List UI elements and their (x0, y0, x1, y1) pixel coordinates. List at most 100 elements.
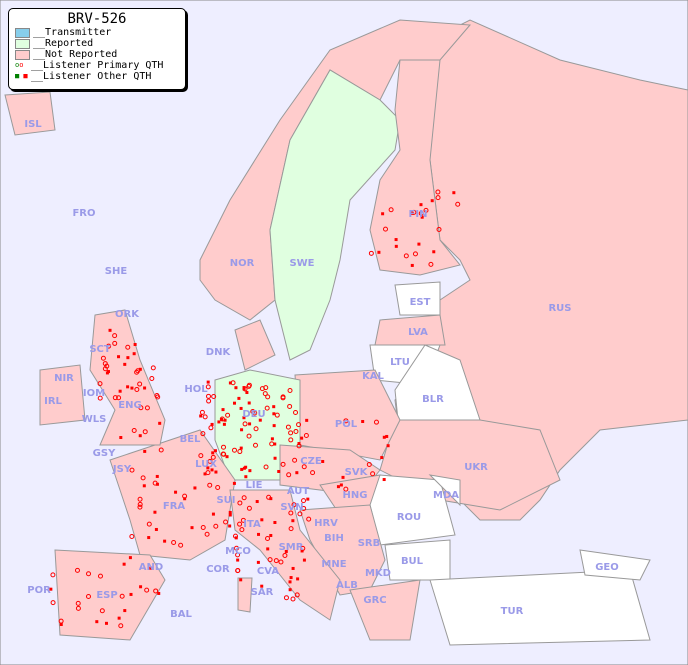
legend-reported: __Reported (9, 38, 185, 49)
listener-primary-marker (252, 442, 258, 448)
country-label-fin: FIN (409, 209, 428, 220)
listener-other-marker (225, 455, 229, 459)
listener-primary-marker (436, 226, 442, 232)
listener-primary-marker (97, 573, 103, 579)
listener-primary-marker (200, 524, 206, 530)
country-label-ork: ORK (115, 309, 140, 320)
listener-other-marker (240, 428, 244, 432)
listener-other-marker (213, 449, 217, 453)
listener-other-marker (386, 444, 390, 448)
country-label-hol: HOL (184, 384, 208, 395)
listener-primary-marker (198, 453, 204, 459)
listener-other-marker (245, 391, 249, 395)
listener-other-marker (220, 417, 224, 421)
country-label-mco: MCO (225, 546, 251, 557)
listener-other-marker (394, 244, 398, 248)
listener-primary-marker (50, 600, 56, 606)
country-fra (109, 429, 236, 561)
country-label-svk: SVK (345, 467, 369, 478)
listener-other-marker (234, 386, 238, 390)
listener-other-marker (126, 356, 130, 360)
country-label-cze: CZE (300, 456, 322, 467)
listener-other-marker (138, 434, 142, 438)
listener-primary-marker (118, 623, 124, 629)
country-label-sui: SUI (216, 495, 235, 506)
country-label-dnk: DNK (206, 347, 232, 358)
listener-primary-marker (235, 552, 241, 558)
listener-other-marker (272, 405, 276, 409)
country-label-jsy: JSY (112, 464, 132, 475)
legend-other: ■ ■ __Listener Other QTH (9, 71, 185, 82)
listener-primary-marker (220, 451, 226, 457)
listener-other-marker (228, 510, 232, 514)
listener-primary-marker (207, 482, 213, 488)
listener-primary-marker (97, 381, 103, 387)
listener-primary-marker (199, 409, 205, 415)
listener-primary-marker (221, 444, 227, 450)
listener-other-marker (306, 497, 310, 501)
listener-primary-marker (231, 447, 237, 453)
country-tur (429, 569, 651, 646)
listener-primary-marker (112, 340, 118, 346)
listener-primary-marker (100, 355, 106, 361)
listener-primary-marker (297, 511, 303, 517)
listener-primary-marker (285, 424, 291, 430)
country-label-and: AND (139, 562, 163, 573)
listener-primary-marker (140, 475, 146, 481)
listener-other-marker (256, 560, 260, 564)
listener-other-marker (193, 486, 197, 490)
listener-primary-marker (207, 458, 213, 464)
listener-primary-marker (418, 210, 424, 216)
listener-primary-marker (125, 344, 131, 350)
country-mda (428, 474, 461, 507)
country-label-rou: ROU (397, 512, 421, 523)
transmitter-swatch (15, 27, 30, 38)
listener-primary-marker (370, 471, 376, 477)
listener-other-marker (277, 469, 281, 473)
country-geo (579, 549, 651, 581)
listener-primary-marker (208, 425, 214, 431)
listener-other-marker (248, 469, 252, 473)
country-label-hng: HNG (343, 490, 368, 501)
listener-primary-marker (213, 523, 219, 529)
listener-primary-marker (206, 393, 212, 399)
listener-primary-marker (265, 394, 271, 400)
country-fin (369, 59, 461, 276)
listener-other-marker (339, 483, 343, 487)
listener-primary-marker (286, 472, 292, 478)
listener-primary-marker (146, 521, 152, 527)
country-label-por: POR (27, 585, 51, 596)
listener-primary-marker (435, 195, 441, 201)
listener-primary-marker (112, 333, 118, 339)
listener-primary-marker (242, 421, 248, 427)
listener-other-marker (210, 422, 214, 426)
country-label-fra: FRA (163, 501, 186, 512)
country-label-she: SHE (105, 266, 128, 277)
legend: BRV-526 __Transmitter __Reported __Not R… (8, 8, 186, 90)
listener-other-marker (206, 380, 210, 384)
listener-other-marker (232, 481, 236, 485)
listener-other-marker (248, 422, 252, 426)
listener-primary-marker (149, 376, 155, 382)
listener-other-marker (272, 412, 276, 416)
listener-other-marker (228, 513, 232, 517)
country-label-tur: TUR (501, 606, 524, 617)
listener-other-marker (381, 212, 385, 216)
listener-other-marker (149, 566, 153, 570)
country-label-srb: SRB (358, 538, 381, 549)
listener-primary-marker (158, 447, 164, 453)
listener-other-marker (128, 556, 132, 560)
listener-other-marker (133, 343, 137, 347)
listener-other-marker (296, 577, 300, 581)
listener-other-marker (269, 497, 273, 501)
listener-primary-marker (85, 594, 91, 600)
listener-primary-marker (237, 500, 243, 506)
listener-other-marker (272, 424, 276, 428)
legend-label: __Transmitter (33, 27, 112, 38)
country-label-sar: SAR (251, 587, 274, 598)
country-rou (369, 474, 456, 546)
listener-other-marker (222, 422, 226, 426)
listener-primary-marker (292, 457, 298, 463)
